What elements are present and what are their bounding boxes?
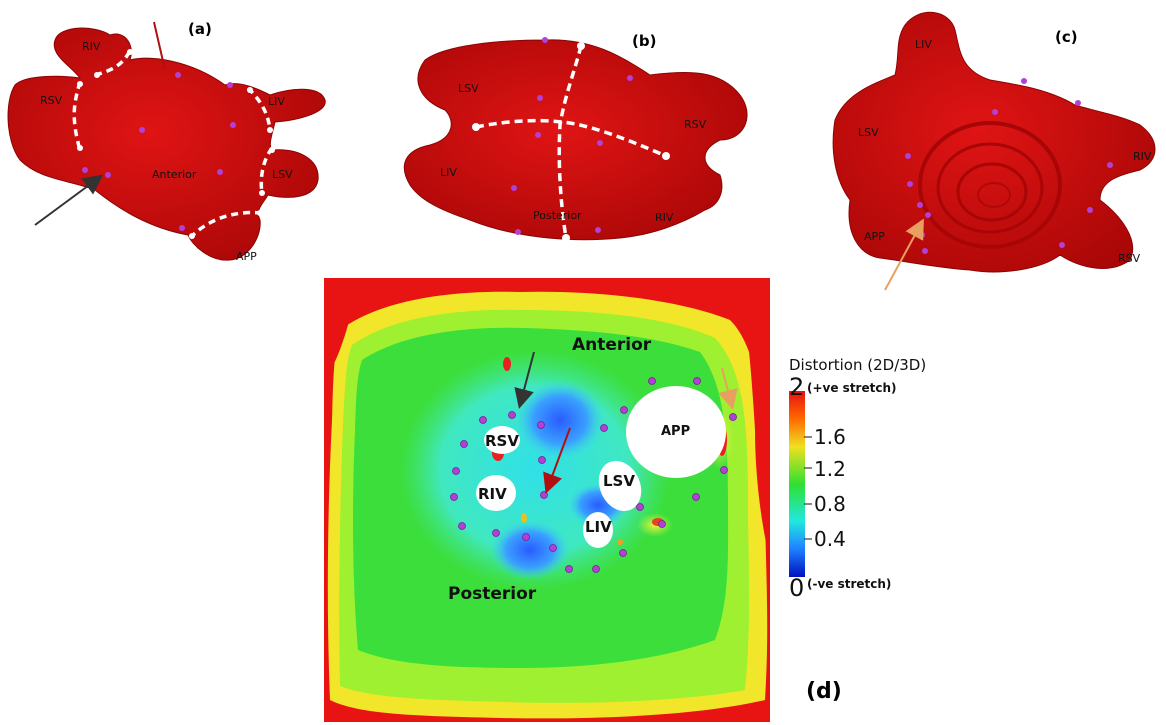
vein-label-lsv-c: LSV: [858, 126, 879, 139]
colorbar-max-label: 2: [789, 373, 804, 401]
vein-label-lsv-a: LSV: [272, 168, 293, 181]
panel-b: LSV RSV LIV RIV Posterior (b): [403, 32, 748, 242]
atrium-shape-b: [403, 39, 748, 241]
arrow-orange-c: [884, 218, 924, 291]
hole-label-app: APP: [661, 424, 690, 439]
colorbar-tick-0-8: 0.8: [814, 492, 846, 516]
panel-label-a: (a): [188, 20, 212, 38]
colorbar-gradient: [789, 391, 805, 577]
vein-label-rsv-b: RSV: [684, 118, 707, 131]
map-hotspot-5: [521, 513, 527, 523]
map-blue-region-2: [490, 520, 570, 580]
ring-structure-c: [918, 121, 1062, 249]
vein-label-liv-b: LIV: [440, 166, 457, 179]
colorbar-title: Distortion (2D/3D): [789, 356, 926, 374]
panel-label-d: (d): [806, 679, 842, 704]
vein-label-riv-c: RIV: [1133, 150, 1152, 163]
arrow-black-d: [514, 351, 535, 409]
map-blue-region-1: [515, 380, 605, 460]
arrow-orange-d: [718, 367, 738, 410]
landmarks-c: [905, 78, 1113, 254]
colorbar-max-note: (+ve stretch): [807, 381, 897, 395]
arrow-red-d: [543, 427, 571, 494]
boundary-endpoints-a: [77, 49, 275, 239]
colorbar: Distortion (2D/3D) 2 (+ve stretch) 1.6 1…: [789, 356, 926, 602]
region-label-posterior-d: Posterior: [448, 584, 537, 604]
hole-liv: [583, 512, 613, 548]
hole-label-rsv: RSV: [485, 432, 519, 450]
map-red-corner-left: [324, 278, 360, 380]
hole-rsv: [484, 426, 520, 454]
arrow-red-a: [153, 21, 166, 71]
vein-label-rsv-a: RSV: [40, 94, 63, 107]
region-label-posterior-b: Posterior: [533, 209, 582, 222]
landmarks-b: [511, 37, 633, 235]
colorbar-min-note: (-ve stretch): [807, 577, 891, 591]
panel-label-c: (c): [1055, 28, 1078, 46]
hole-label-lsv: LSV: [603, 472, 635, 490]
vein-label-app-a: APP: [236, 250, 257, 263]
atrium-shape-c: [832, 11, 1156, 273]
boundary-endpoints-b: [472, 42, 670, 242]
vein-label-riv-a: RIV: [82, 40, 101, 53]
colorbar-tick-0-4: 0.4: [814, 527, 846, 551]
hole-lsv: [598, 460, 642, 512]
landmarks-d: [450, 377, 737, 573]
map-hotspot-6: [617, 539, 623, 545]
colorbar-tick-1-6: 1.6: [814, 425, 846, 449]
vein-boundaries-b: [475, 45, 667, 239]
panel-c: LIV LSV RIV APP RSV (c): [832, 11, 1156, 291]
region-label-anterior-d: Anterior: [572, 335, 652, 355]
map-red-corner-right: [740, 278, 770, 560]
vein-label-lsv-b: LSV: [458, 82, 479, 95]
arrow-black-a: [34, 174, 104, 226]
vein-label-app-c: APP: [864, 230, 885, 243]
colorbar-tick-1-2: 1.2: [814, 457, 846, 481]
vein-label-riv-b: RIV: [655, 211, 674, 224]
vein-label-rsv-c: RSV: [1118, 252, 1141, 265]
colorbar-min-label: 0: [789, 574, 804, 602]
panel-label-b: (b): [632, 32, 656, 50]
atrium-shape-a: [7, 27, 326, 261]
panel-a: RIV RSV LIV LSV APP Anterior (a): [7, 20, 326, 263]
hole-label-liv: LIV: [585, 518, 612, 536]
map-hotspot-1: [503, 357, 511, 371]
hole-app: [626, 386, 726, 478]
hole-label-riv: RIV: [478, 485, 507, 503]
landmarks-a: [82, 72, 236, 231]
hole-riv: [476, 475, 516, 511]
panel-d-map: RSV RIV LSV LIV APP Anterior Posterior: [324, 278, 770, 722]
region-label-anterior-a: Anterior: [152, 168, 197, 181]
vein-label-liv-c: LIV: [915, 38, 932, 51]
vein-label-liv-a: LIV: [268, 95, 285, 108]
